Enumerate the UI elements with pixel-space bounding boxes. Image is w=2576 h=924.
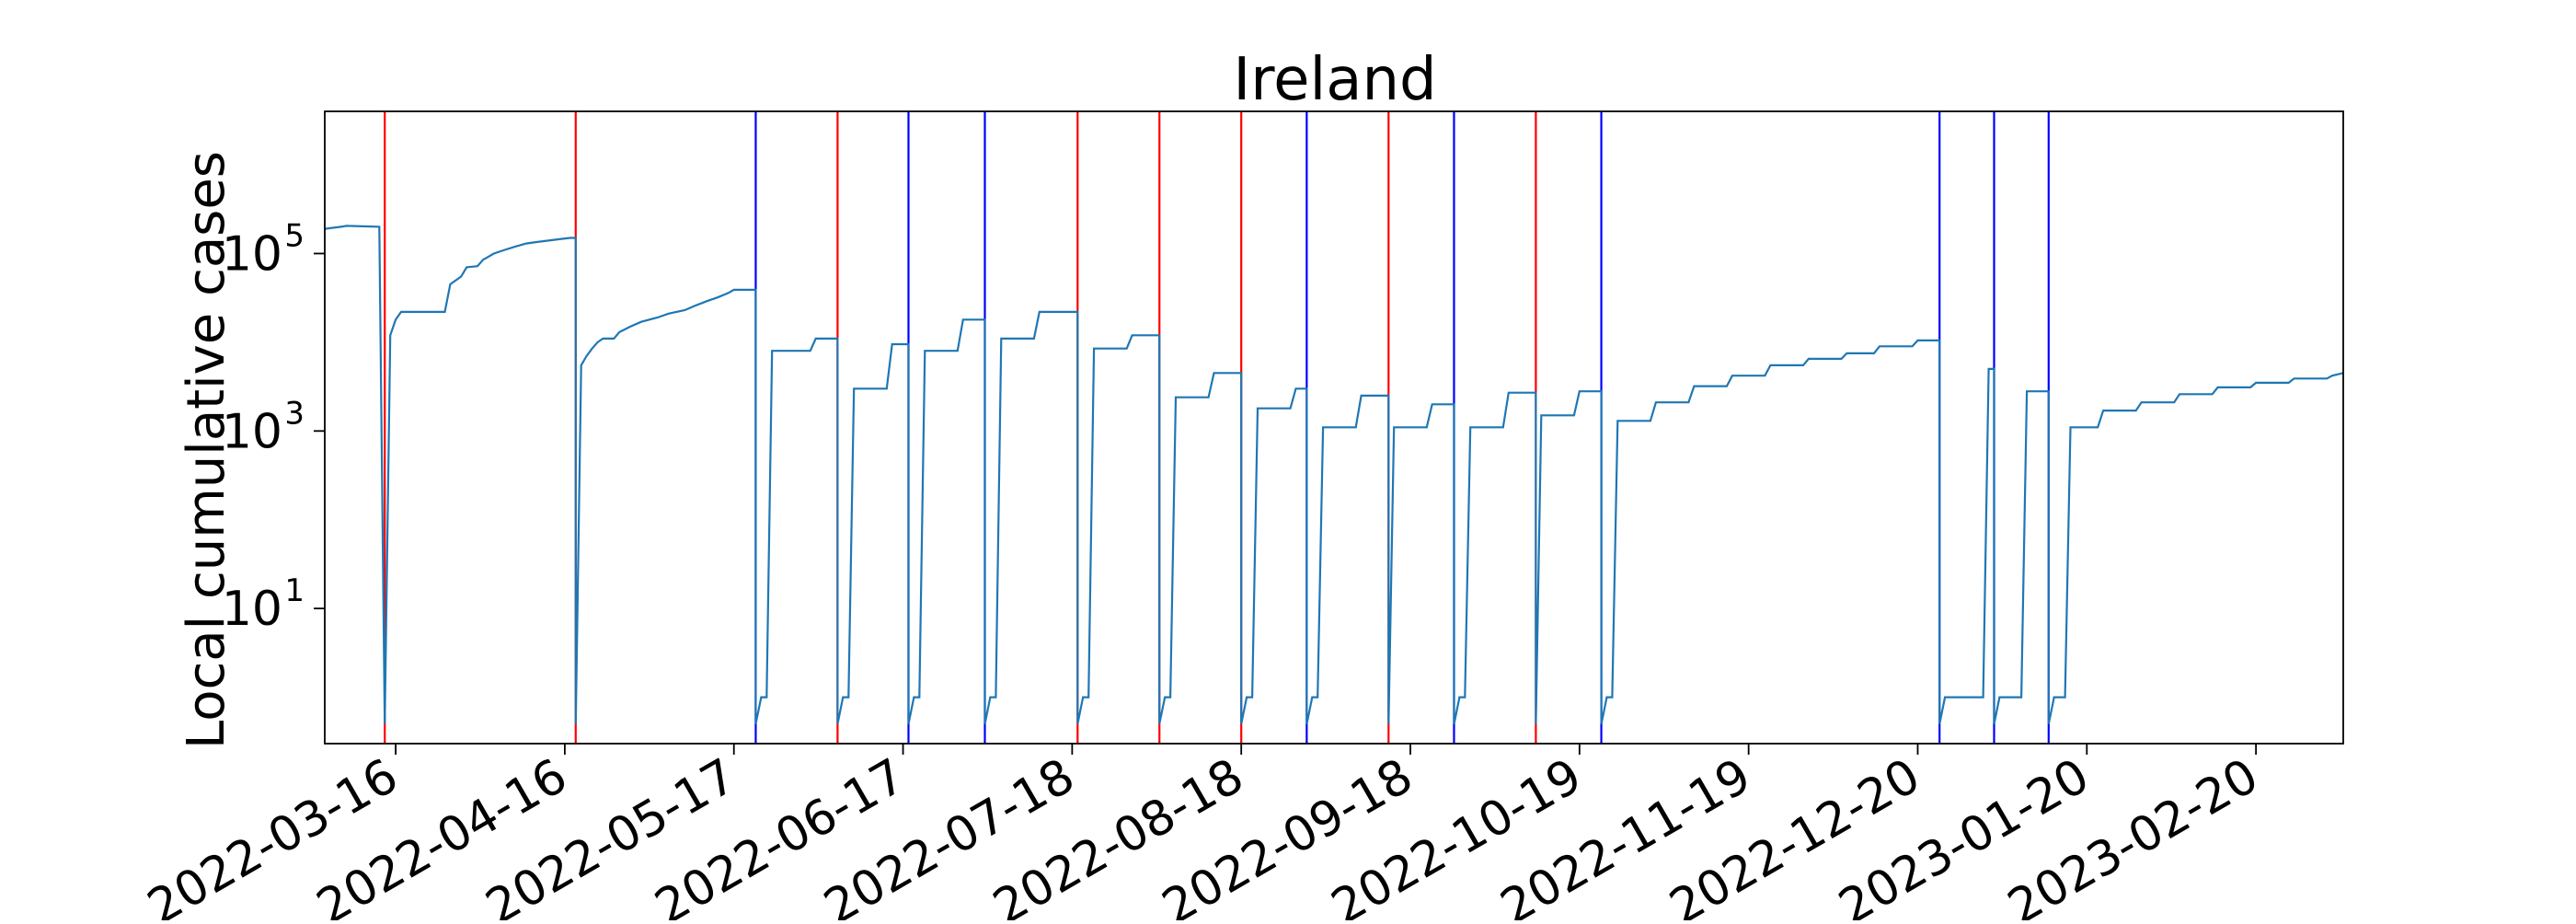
chart-title: Ireland <box>1233 46 1436 114</box>
y-tick-label-1: 10 <box>222 404 282 459</box>
plot-marks <box>325 111 2343 744</box>
y-tick-label-2: 10 <box>222 226 282 282</box>
y-axis-label: Local cumulative cases <box>177 151 236 749</box>
plot-frame <box>324 110 2344 745</box>
y-tick-exponent-2: 5 <box>284 217 305 254</box>
y-tick-exponent-0: 1 <box>284 572 305 609</box>
series-line-0 <box>325 225 2343 724</box>
y-tick-label-0: 10 <box>222 582 282 637</box>
y-tick-exponent-1: 3 <box>284 395 305 432</box>
